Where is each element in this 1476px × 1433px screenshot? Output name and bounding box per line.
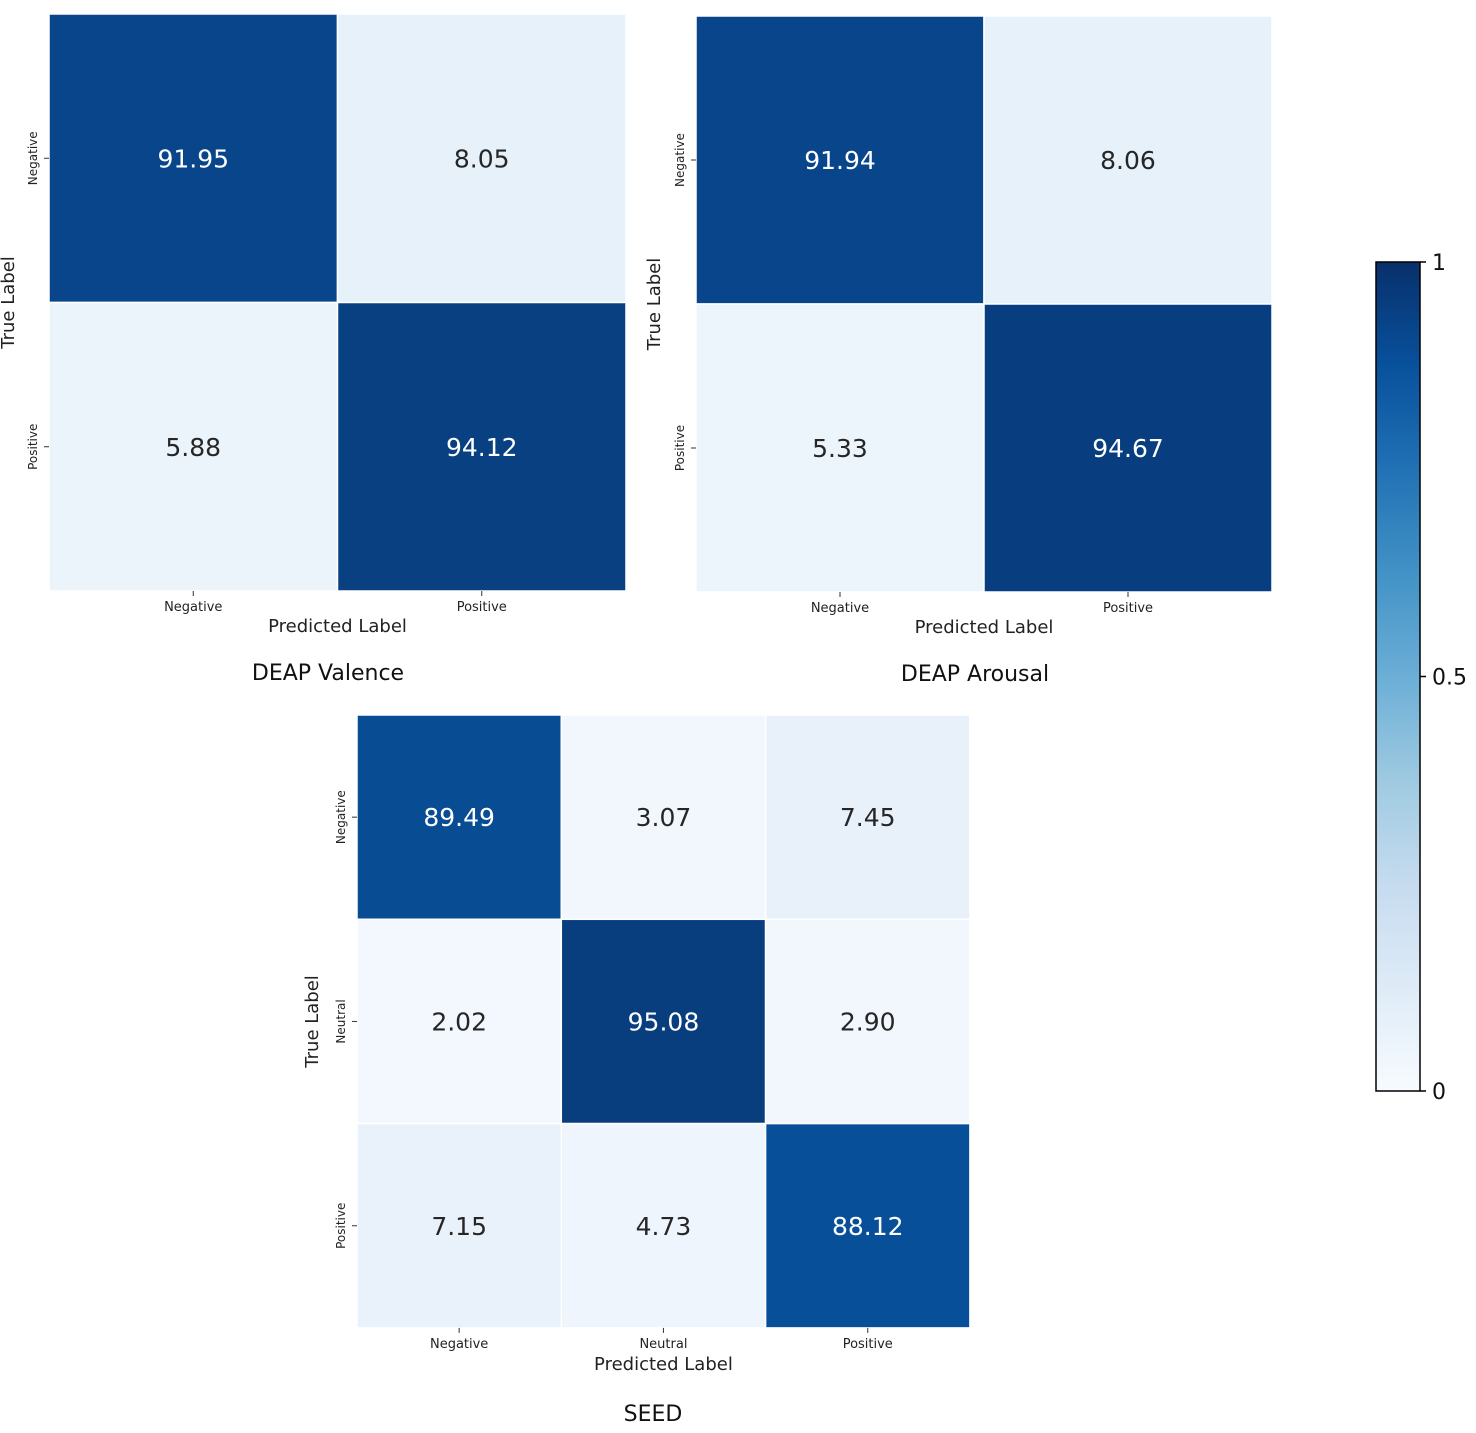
cell-value-label: 94.67 — [1092, 434, 1164, 463]
cell-value-label: 8.06 — [1100, 146, 1156, 175]
cell-value-label: 94.12 — [446, 433, 518, 462]
x-tick-label: Negative — [811, 601, 869, 616]
colorbar-tick-label: 0 — [1432, 1080, 1446, 1105]
heatmap-cell — [560, 918, 767, 1125]
heatmap-panel-1: 91.95 8.05 5.88 94.12 Negative Positive Negati… — [0, 13, 627, 686]
cell-value-label: 2.90 — [840, 1007, 896, 1036]
heatmap-cell — [336, 13, 627, 304]
heatmap-panels: 91.95 8.05 5.88 94.12 Negative Positive Negati… — [0, 13, 1273, 1427]
cell-value-label: 7.15 — [431, 1212, 487, 1241]
y-tick-label: Negative — [26, 131, 40, 185]
cell-value-label: 3.07 — [636, 803, 692, 832]
x-tick-label: Positive — [1103, 601, 1153, 616]
cell-value-label: 2.02 — [431, 1007, 487, 1036]
heatmap-cell — [356, 918, 563, 1125]
heatmap-cell — [764, 1122, 971, 1329]
cell-value-label: 91.95 — [157, 144, 229, 173]
y-axis-label: True Label — [302, 975, 323, 1069]
y-tick-label: Positive — [673, 425, 687, 471]
y-tick-label: Positive — [26, 424, 40, 470]
heatmap-cell — [48, 301, 339, 592]
heatmap-cell — [983, 15, 1273, 305]
x-axis-label: Predicted Label — [268, 616, 407, 637]
panel-title: DEAP Arousal — [901, 662, 1049, 687]
heatmap-cell — [695, 303, 985, 593]
x-tick-label: Negative — [164, 600, 222, 615]
y-axis-label: True Label — [644, 258, 665, 352]
y-tick-label: Positive — [334, 1203, 348, 1249]
heatmap-cell — [764, 714, 971, 921]
colorbar-tick-label: 0.5 — [1432, 666, 1467, 691]
colorbar-gradient — [1375, 261, 1421, 1092]
y-tick-label: Neutral — [334, 999, 348, 1043]
cell-value-label: 5.88 — [165, 433, 221, 462]
cell-value-label: 8.05 — [454, 144, 510, 173]
heatmap-panel-3: 89.49 3.07 7.45 2.02 95.08 2.90 7.15 4.73 88.12 N… — [302, 714, 971, 1427]
y-axis-label: True Label — [0, 256, 19, 350]
heatmap-cell — [356, 1122, 563, 1329]
y-tick-label: Negative — [673, 133, 687, 187]
cell-value-label: 88.12 — [832, 1212, 904, 1241]
x-axis-label: Predicted Label — [915, 617, 1054, 638]
cell-value-label: 89.49 — [423, 803, 495, 832]
heatmap-cell — [48, 13, 339, 304]
colorbar-tick-label: 1 — [1432, 251, 1446, 276]
panel-title: SEED — [624, 1402, 683, 1427]
heatmap-panel-2: 91.94 8.06 5.33 94.67 Negative Positive Negati… — [644, 15, 1273, 687]
heatmap-cell — [560, 1122, 767, 1329]
cell-value-label: 4.73 — [636, 1212, 692, 1241]
colorbar: 00.51 — [1375, 251, 1467, 1105]
cell-value-label: 95.08 — [628, 1007, 700, 1036]
cell-value-label: 91.94 — [804, 146, 876, 175]
x-tick-label: Neutral — [639, 1337, 687, 1352]
x-tick-label: Positive — [843, 1337, 893, 1352]
y-tick-label: Negative — [334, 790, 348, 844]
x-axis-label: Predicted Label — [594, 1354, 733, 1375]
cell-value-label: 7.45 — [840, 803, 896, 832]
heatmap-cell — [764, 918, 971, 1125]
x-tick-label: Negative — [430, 1337, 488, 1352]
heatmap-cell — [336, 301, 627, 592]
heatmap-cell — [983, 303, 1273, 593]
panel-title: DEAP Valence — [252, 661, 404, 686]
x-tick-label: Positive — [457, 600, 507, 615]
cell-value-label: 5.33 — [812, 434, 868, 463]
